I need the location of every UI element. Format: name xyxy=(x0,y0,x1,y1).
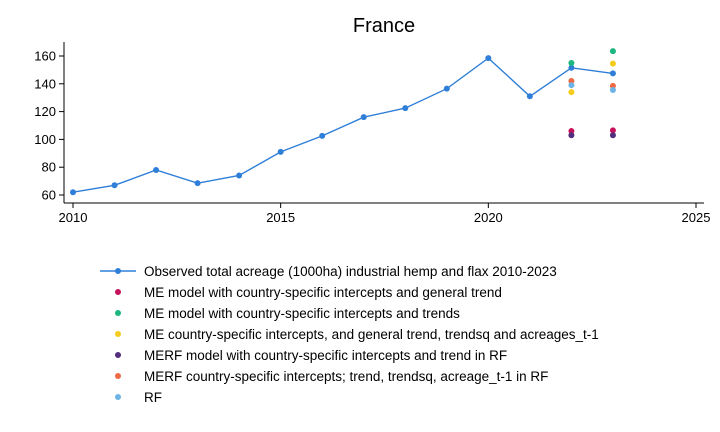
legend: Observed total acreage (1000ha) industri… xyxy=(100,264,599,405)
legend-marker xyxy=(115,268,121,274)
legend-item: ME country-specific intercepts, and gene… xyxy=(115,327,599,342)
legend-label: Observed total acreage (1000ha) industri… xyxy=(144,264,557,279)
y-tick-label: 160 xyxy=(34,49,56,64)
x-tick-label: 2010 xyxy=(59,210,88,225)
data-point xyxy=(568,132,575,139)
legend-label: MERF country-specific intercepts; trend,… xyxy=(144,369,548,384)
legend-label: MERF model with country-specific interce… xyxy=(144,348,507,363)
legend-marker xyxy=(115,352,121,358)
data-point xyxy=(609,82,616,89)
x-tick-label: 2025 xyxy=(682,210,711,225)
data-point xyxy=(277,148,284,155)
data-point xyxy=(485,55,492,62)
data-point xyxy=(319,132,326,139)
series-2 xyxy=(568,48,616,66)
series-1 xyxy=(568,127,616,135)
x-tick-label: 2020 xyxy=(474,210,503,225)
data-point xyxy=(609,70,616,77)
y-tick-label: 60 xyxy=(42,188,56,203)
series-0 xyxy=(70,55,616,196)
data-point xyxy=(568,64,575,71)
y-tick-label: 120 xyxy=(34,104,56,119)
data-point xyxy=(568,89,575,96)
data-point xyxy=(111,182,118,189)
legend-marker xyxy=(115,373,121,379)
y-tick-label: 140 xyxy=(34,76,56,91)
legend-marker xyxy=(115,310,121,316)
series-5 xyxy=(568,78,616,89)
data-point xyxy=(609,127,616,134)
legend-item: ME model with country-specific intercept… xyxy=(115,306,460,321)
data-point xyxy=(194,180,201,187)
data-point xyxy=(526,93,533,100)
data-point xyxy=(443,85,450,92)
data-point xyxy=(153,166,160,173)
legend-item: MERF model with country-specific interce… xyxy=(115,348,507,363)
data-point xyxy=(609,48,616,55)
data-point xyxy=(609,87,616,94)
data-point xyxy=(70,189,76,196)
series-6 xyxy=(568,82,616,94)
legend-marker xyxy=(115,289,121,295)
legend-label: ME country-specific intercepts, and gene… xyxy=(144,327,599,342)
chart-title: France xyxy=(353,15,415,37)
legend-marker xyxy=(115,331,121,337)
series-line xyxy=(72,57,613,193)
axes: 60 80 100 120 140 160 2010 2015 2020 2025 xyxy=(34,42,710,225)
legend-item: RF xyxy=(115,390,162,405)
legend-label: ME model with country-specific intercept… xyxy=(144,306,460,321)
legend-label: ME model with country-specific intercept… xyxy=(144,285,502,300)
data-point xyxy=(609,132,616,139)
legend-label: RF xyxy=(144,390,162,405)
plot-area xyxy=(70,48,616,196)
data-point xyxy=(402,105,409,112)
y-tick-label: 100 xyxy=(34,132,56,147)
legend-item: ME model with country-specific intercept… xyxy=(115,285,502,300)
y-tick-label: 80 xyxy=(42,160,56,175)
data-point xyxy=(360,114,367,121)
legend-item: Observed total acreage (1000ha) industri… xyxy=(100,264,557,279)
data-point xyxy=(568,82,575,89)
data-point xyxy=(568,128,575,135)
legend-item: MERF country-specific intercepts; trend,… xyxy=(115,369,548,384)
data-point xyxy=(236,172,243,179)
legend-marker xyxy=(115,394,121,400)
series-3 xyxy=(568,60,616,96)
data-point xyxy=(609,60,616,67)
x-tick-label: 2015 xyxy=(266,210,295,225)
series-4 xyxy=(568,132,616,139)
data-point xyxy=(568,78,575,85)
data-point xyxy=(568,59,575,66)
